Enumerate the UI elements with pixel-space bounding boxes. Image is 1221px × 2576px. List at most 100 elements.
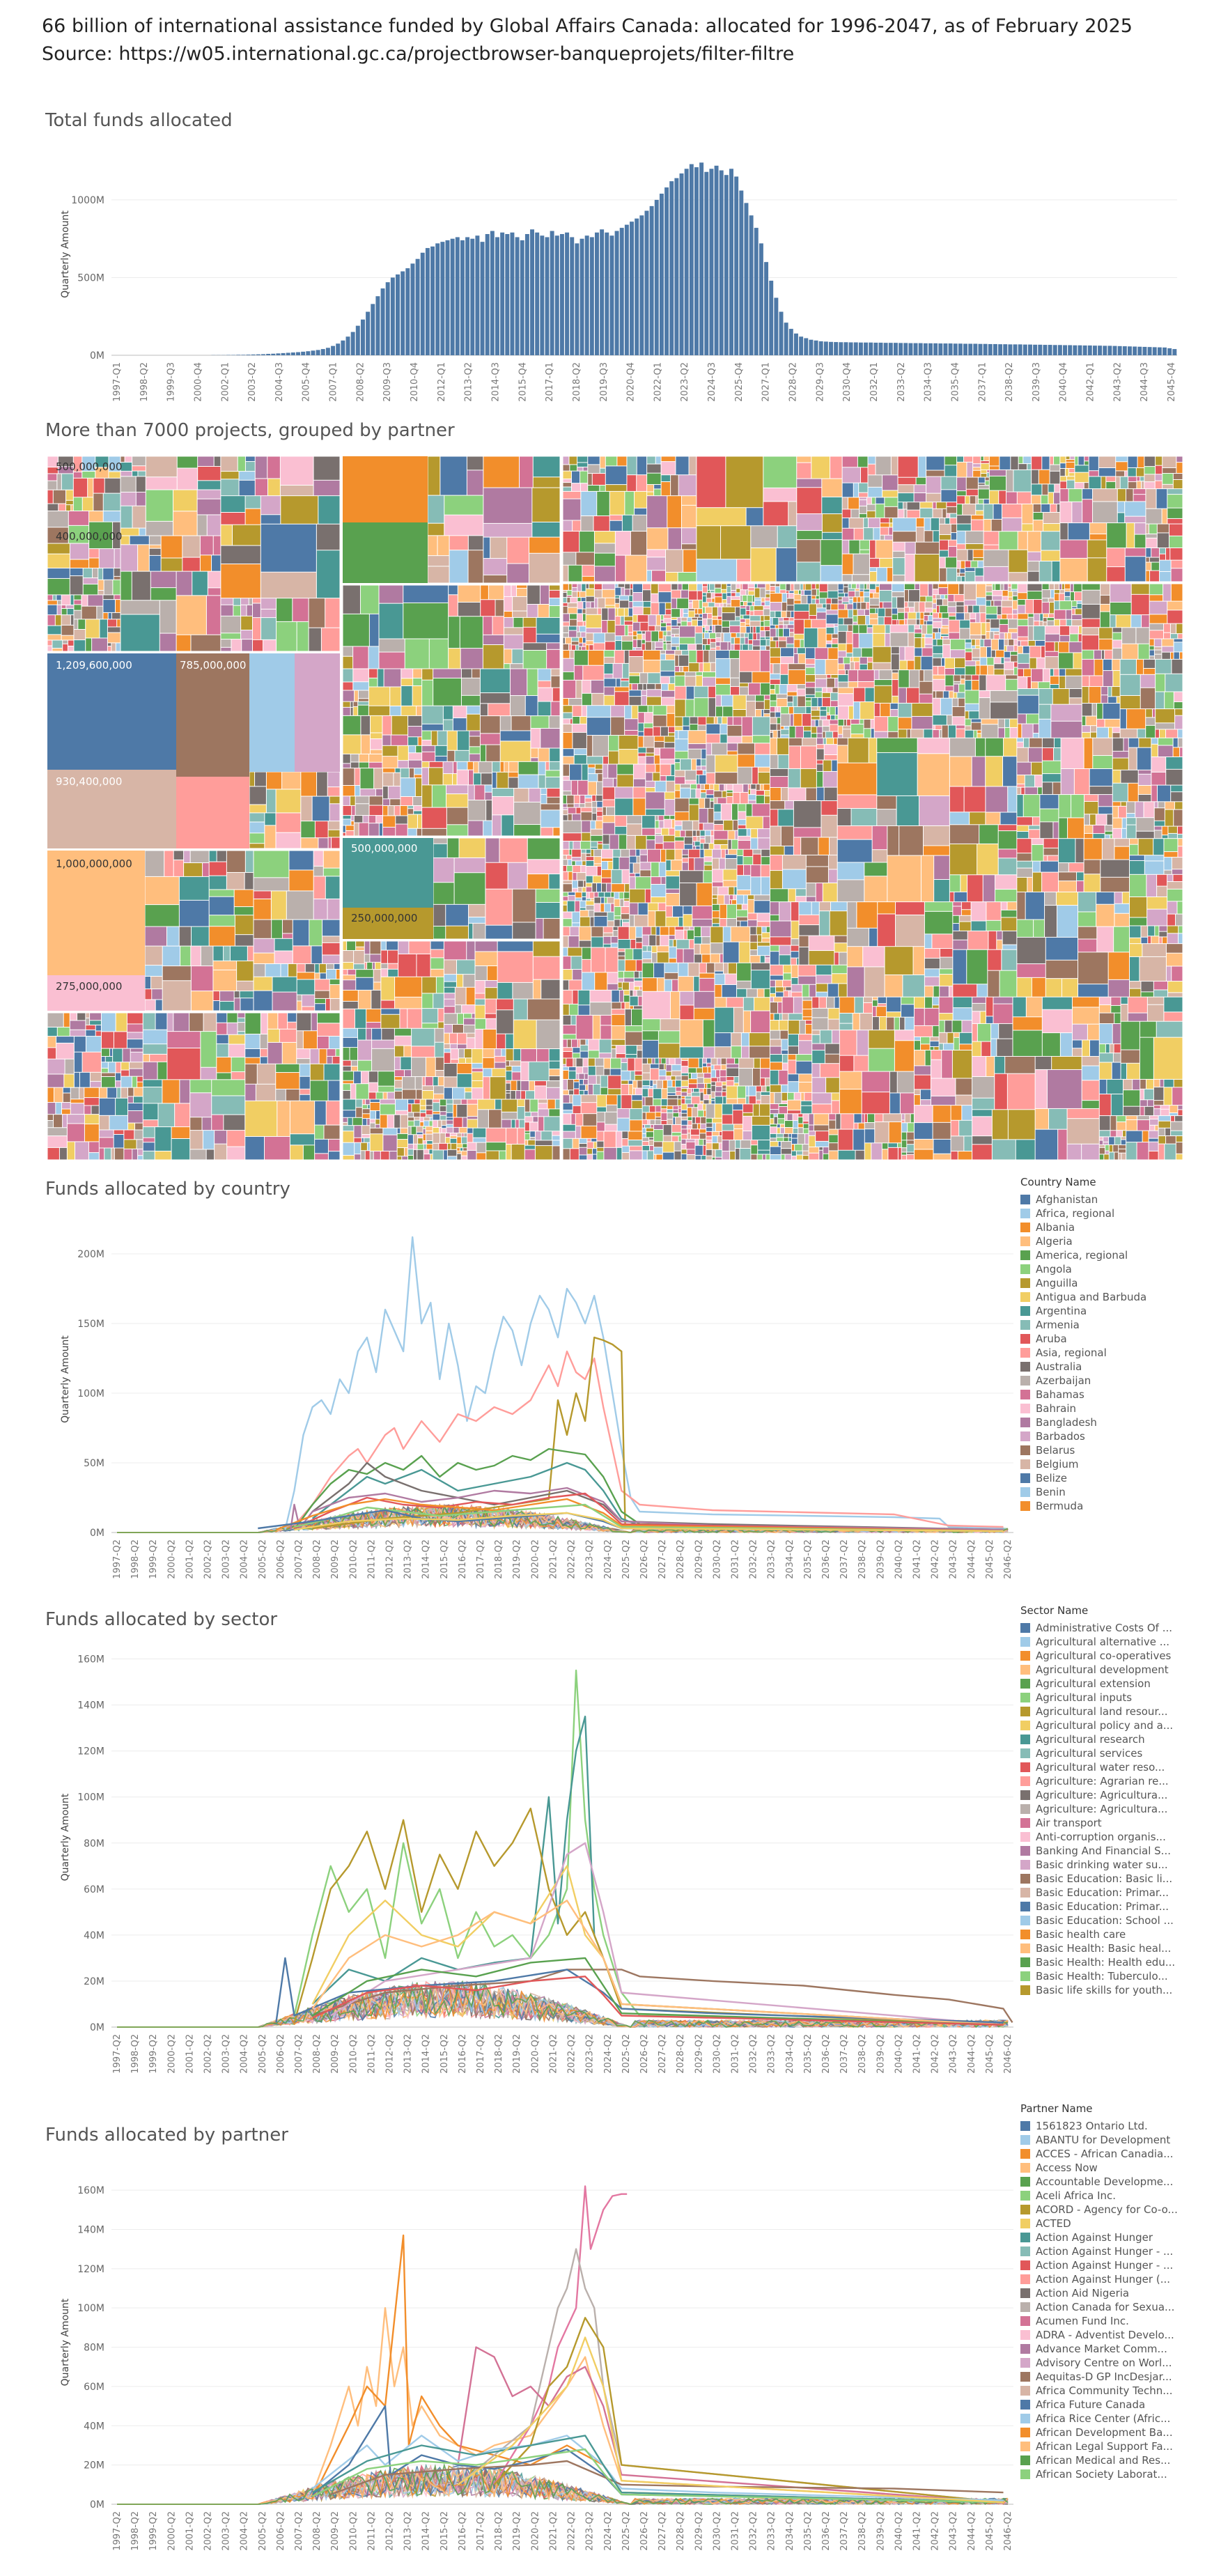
treemap-cell: [443, 774, 453, 785]
treemap-cell: [842, 518, 849, 528]
treemap-cell: [563, 719, 570, 724]
treemap-cell: [47, 640, 52, 646]
treemap-cell: [663, 644, 667, 650]
treemap-cell: [980, 647, 986, 658]
treemap-cell: [681, 1099, 685, 1104]
treemap-cell: [460, 1148, 463, 1151]
treemap-cell: [761, 602, 765, 606]
treemap-cell: [1011, 589, 1018, 591]
treemap-cell: [869, 605, 879, 608]
treemap-cell: [439, 1143, 447, 1150]
treemap-cell: [390, 799, 400, 806]
treemap-cell: [944, 658, 955, 668]
treemap-cell: [638, 756, 646, 764]
treemap-cell: [574, 1082, 580, 1089]
treemap-cell: [701, 766, 706, 770]
treemap-cell: [743, 849, 753, 857]
treemap-cell: [638, 903, 648, 915]
treemap-cell: [884, 616, 892, 625]
treemap-cell: [506, 1061, 510, 1066]
treemap-cell: [316, 524, 340, 550]
treemap-cell: [877, 568, 887, 582]
treemap-cell: [721, 804, 732, 820]
treemap-cell: [176, 653, 249, 777]
treemap-cell: [706, 963, 715, 973]
treemap-cell: [933, 531, 940, 542]
bar: [883, 343, 888, 355]
treemap-cell: [655, 821, 659, 828]
treemap-cell: [422, 977, 436, 993]
treemap-cell: [752, 602, 754, 606]
bar: [679, 173, 684, 355]
treemap-cell: [265, 825, 276, 848]
treemap-cell: [965, 544, 983, 550]
treemap-cell: [698, 725, 706, 731]
treemap-cell: [570, 719, 573, 724]
treemap-cell: [699, 1139, 703, 1145]
treemap-cell: [744, 895, 747, 904]
treemap-cell: [132, 471, 138, 476]
treemap-cell: [794, 604, 809, 611]
treemap-cell: [979, 675, 986, 690]
treemap-cell: [1054, 456, 1060, 465]
treemap-cell: [361, 1142, 367, 1151]
treemap-cell: [164, 851, 173, 876]
treemap-cell: [655, 1119, 661, 1124]
treemap-cell: [167, 926, 179, 946]
treemap-cell: [933, 613, 938, 618]
treemap-cell: [663, 835, 675, 842]
treemap-cell: [702, 633, 704, 639]
treemap-cell: [676, 949, 683, 963]
treemap-cell: [671, 590, 681, 598]
treemap-cell: [961, 675, 965, 679]
treemap-cell: [710, 830, 714, 836]
treemap-cell: [566, 855, 572, 860]
treemap-cell: [699, 775, 706, 784]
page-source: Source: https://w05.international.gc.ca/…: [42, 43, 795, 65]
treemap-cell: [479, 761, 492, 773]
treemap-cell: [232, 525, 260, 545]
treemap-cell: [309, 598, 325, 628]
treemap-cell: [627, 835, 635, 849]
treemap-cell: [954, 594, 964, 602]
treemap-cell: [483, 575, 507, 583]
treemap-cell: [610, 1069, 621, 1076]
treemap-cell: [723, 942, 739, 963]
treemap-cell: [593, 1142, 597, 1149]
treemap-cell: [722, 1082, 726, 1085]
treemap-cell: [302, 1007, 315, 1011]
treemap-cell: [681, 1076, 688, 1080]
treemap-cell: [642, 1128, 646, 1134]
treemap-cell: [523, 627, 536, 643]
treemap-cell: [789, 633, 794, 637]
treemap-cell: [611, 892, 614, 897]
treemap-cell: [1106, 476, 1116, 481]
treemap-cell: [75, 1142, 88, 1160]
treemap-cell: [751, 864, 761, 877]
treemap-cell: [475, 952, 497, 966]
treemap-cell: [1062, 584, 1064, 590]
treemap-cell: [614, 899, 620, 906]
treemap-cell: [114, 568, 120, 576]
treemap-cell: [592, 795, 596, 801]
treemap-cell: [1084, 483, 1089, 489]
treemap-cell: [711, 1058, 717, 1065]
treemap-cell: [805, 659, 815, 665]
treemap-cell: [579, 940, 591, 947]
treemap-cell: [576, 1073, 579, 1079]
treemap-cell: [703, 650, 709, 662]
treemap-cell: [892, 597, 897, 608]
treemap-cell: [915, 633, 921, 638]
treemap-cell: [751, 963, 770, 970]
treemap-cell: [155, 1000, 162, 1011]
treemap-cell: [1146, 571, 1150, 582]
treemap-cell: [313, 480, 340, 496]
treemap-cell: [492, 761, 500, 772]
treemap-cell: [274, 938, 293, 951]
treemap-cell: [563, 776, 570, 780]
treemap-cell: [351, 821, 354, 825]
treemap-cell: [971, 515, 983, 520]
treemap-cell: [527, 874, 549, 889]
treemap-cell: [451, 1143, 457, 1149]
treemap-cell: [729, 849, 737, 855]
